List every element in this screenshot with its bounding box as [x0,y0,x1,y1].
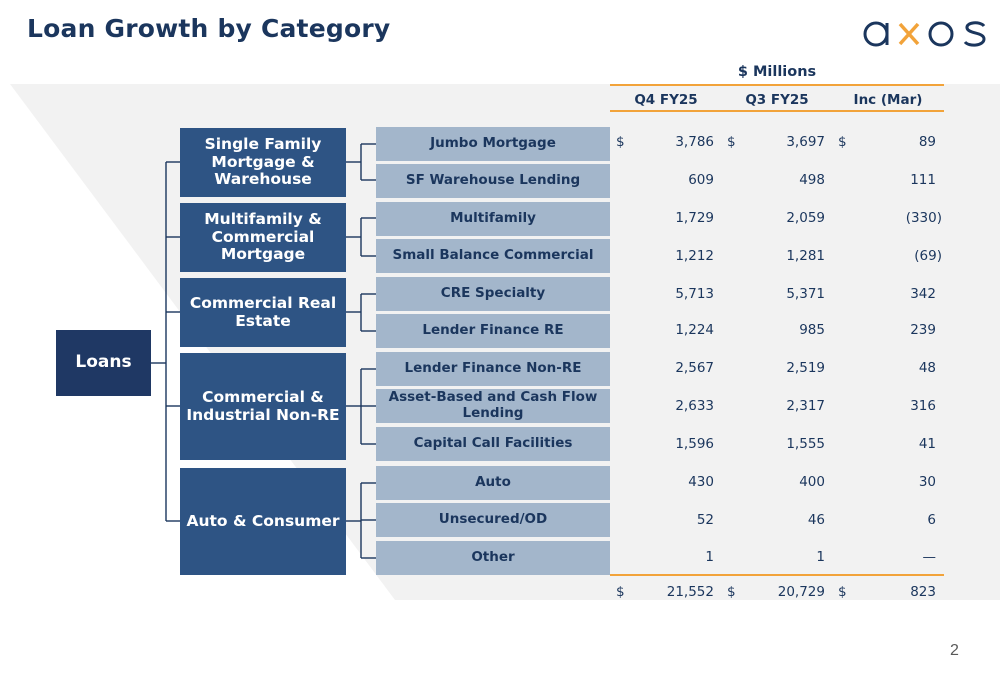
value-q4: 1 [705,549,714,565]
value-inc: 30 [918,474,936,490]
total-q4: 21,552 [666,584,714,600]
value-q3: 1,281 [786,248,825,264]
loans-root-box: Loans [56,330,151,396]
value-q3: 1,555 [786,436,825,452]
sub-small-balance-commercial: Small Balance Commercial [376,239,610,273]
currency-symbol: $ [838,584,847,600]
page-title: Loan Growth by Category [27,14,391,43]
value-q3: 400 [799,474,825,490]
sub-lender-finance-re: Lender Finance RE [376,314,610,348]
value-q3: 498 [799,172,825,188]
category-auto-consumer: Auto & Consumer [180,468,346,575]
value-q3: 3,697 [786,134,825,150]
sub-lender-finance-non-re: Lender Finance Non-RE [376,352,610,386]
value-inc: (330) [905,210,942,226]
currency-symbol: $ [616,134,625,150]
header-bottom-rule [610,110,944,112]
value-q4: 1,224 [675,322,714,338]
header-top-rule [610,84,944,86]
value-q4: 52 [696,512,714,528]
value-q4: 1,596 [675,436,714,452]
sub-other: Other [376,541,610,575]
value-inc: (69) [914,248,942,264]
currency-symbol: $ [838,134,847,150]
value-inc: 41 [918,436,936,452]
value-q3: 5,371 [786,286,825,302]
value-q3: 1 [816,549,825,565]
value-q4: 609 [688,172,714,188]
page-number: 2 [950,642,959,659]
axos-logo [863,21,986,47]
value-q3: 2,059 [786,210,825,226]
value-q3: 985 [799,322,825,338]
sub-asset-based-lending: Asset-Based and Cash Flow Lending [376,389,610,423]
sub-multifamily: Multifamily [376,202,610,236]
value-q4: 1,212 [675,248,714,264]
sub-auto: Auto [376,466,610,500]
value-q4: 1,729 [675,210,714,226]
value-inc: 239 [910,322,936,338]
column-header-inc: Inc (Mar) [853,92,923,108]
sub-capital-call-facilities: Capital Call Facilities [376,427,610,461]
value-q4: 3,786 [675,134,714,150]
category-commercial-industrial: Commercial & Industrial Non-RE [180,353,346,460]
sub-sf-warehouse-lending: SF Warehouse Lending [376,164,610,198]
column-header-q4: Q4 FY25 [634,92,698,108]
value-inc: 89 [918,134,936,150]
value-inc: 48 [918,360,936,376]
value-q4: 5,713 [675,286,714,302]
sub-jumbo-mortgage: Jumbo Mortgage [376,127,610,161]
total-q3: 20,729 [777,584,825,600]
sub-cre-specialty: CRE Specialty [376,277,610,311]
category-single-family: Single Family Mortgage & Warehouse [180,128,346,197]
value-q4: 430 [688,474,714,490]
total-inc: 823 [910,584,936,600]
currency-symbol: $ [616,584,625,600]
category-commercial-real-estate: Commercial Real Estate [180,278,346,347]
value-inc: 6 [927,512,936,528]
value-inc: — [922,549,937,565]
units-header: $ Millions [737,64,817,80]
category-multifamily: Multifamily & Commercial Mortgage [180,203,346,272]
column-header-q3: Q3 FY25 [745,92,809,108]
sub-unsecured-od: Unsecured/OD [376,503,610,537]
value-q3: 2,317 [786,398,825,414]
currency-symbol: $ [727,134,736,150]
value-q3: 46 [807,512,825,528]
value-inc: 111 [910,172,936,188]
value-q3: 2,519 [786,360,825,376]
value-q4: 2,567 [675,360,714,376]
value-inc: 342 [910,286,936,302]
currency-symbol: $ [727,584,736,600]
totals-rule [610,574,944,576]
value-inc: 316 [910,398,936,414]
value-q4: 2,633 [675,398,714,414]
